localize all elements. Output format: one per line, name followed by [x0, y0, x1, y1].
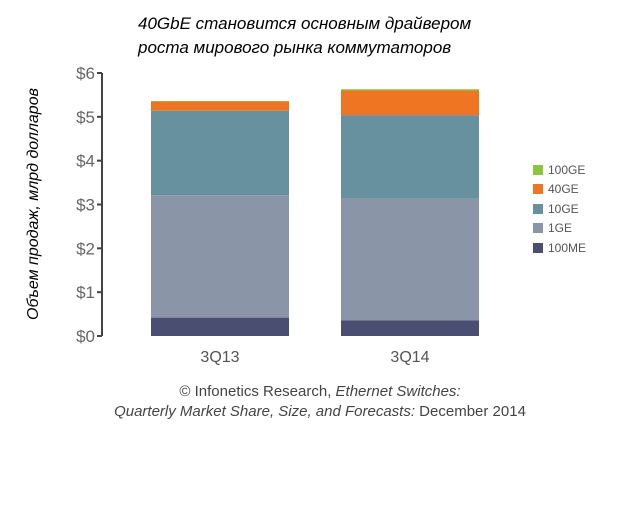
bar-segment-100GE-3Q13 — [151, 101, 289, 102]
source-report-name: Ethernet Switches: — [335, 383, 461, 400]
legend-swatch — [533, 184, 543, 195]
legend-swatch — [533, 242, 543, 253]
legend-swatch — [533, 164, 543, 175]
stacked-bar-chart: $0 $1 $2 $3 $4 $5 $6 3Q13 3Q14 — [76, 64, 479, 366]
legend-item-10GE: 10GE — [533, 199, 586, 219]
y-tick-label: $0 — [76, 327, 95, 346]
source-report-subtitle: Quarterly Market Share, Size, and Foreca… — [114, 403, 416, 420]
y-tick-label: $4 — [76, 152, 95, 171]
y-tick-label: $2 — [76, 239, 95, 258]
bar-segment-1GE-3Q14 — [341, 198, 479, 321]
x-tick-label: 3Q14 — [390, 349, 429, 366]
y-tick-label: $3 — [76, 196, 95, 215]
legend-label: 40GE — [548, 182, 579, 197]
source-date: December 2014 — [415, 403, 526, 420]
legend-label: 10GE — [548, 201, 579, 216]
y-tick-label: $5 — [76, 108, 95, 127]
bar-segment-40GE-3Q14 — [341, 90, 479, 116]
source-prefix: © Infonetics Research, — [179, 383, 336, 400]
bar-segment-10GE-3Q14 — [341, 115, 479, 199]
legend-label: 1GE — [548, 221, 573, 236]
source-note: © Infonetics Research, Ethernet Switches… — [0, 382, 640, 422]
bar-segment-1GE-3Q13 — [151, 195, 289, 318]
chart-title: 40GbE становится основным драйвером рост… — [138, 12, 471, 60]
bar-segment-10GE-3Q13 — [151, 110, 289, 196]
legend: 100GE 40GE 10GE 1GE 100ME — [533, 160, 586, 258]
legend-swatch — [533, 223, 543, 234]
title-line-2: роста мирового рынка коммутаторов — [138, 38, 452, 57]
legend-item-100ME: 100ME — [533, 238, 586, 258]
y-tick-label: $1 — [76, 283, 95, 302]
legend-item-100GE: 100GE — [533, 160, 586, 180]
bar-segment-40GE-3Q13 — [151, 101, 289, 111]
y-tick-label: $6 — [76, 64, 95, 83]
bar-segment-100ME-3Q13 — [151, 317, 289, 336]
legend-label: 100GE — [548, 162, 586, 177]
bar-segment-100GE-3Q14 — [341, 89, 479, 91]
legend-item-1GE: 1GE — [533, 219, 586, 239]
legend-swatch — [533, 203, 543, 214]
x-tick-label: 3Q13 — [200, 349, 239, 366]
legend-label: 100ME — [548, 240, 587, 255]
legend-item-40GE: 40GE — [533, 180, 586, 200]
bar-segment-100ME-3Q14 — [341, 320, 479, 336]
title-line-1: 40GbE становится основным драйвером — [138, 14, 472, 33]
